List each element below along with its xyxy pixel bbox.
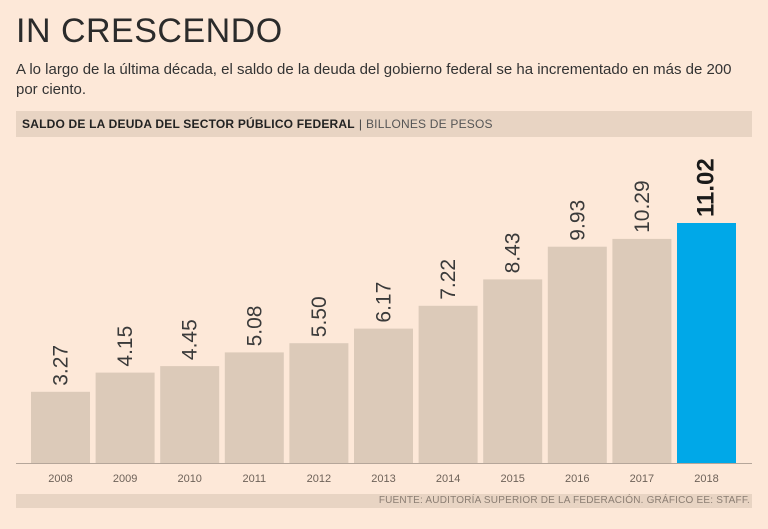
data-label-2015: 8.43 — [502, 233, 525, 274]
category-label-2018: 2018 — [694, 473, 718, 485]
category-label-2010: 2010 — [177, 473, 201, 485]
data-label-2009: 4.15 — [114, 326, 137, 367]
category-label-2008: 2008 — [48, 473, 72, 485]
category-label-2013: 2013 — [371, 473, 395, 485]
bar-2013 — [354, 328, 413, 463]
bar-2008 — [31, 391, 90, 463]
category-label-2011: 2011 — [242, 473, 266, 485]
bar-2010 — [160, 366, 220, 463]
data-label-2012: 5.50 — [308, 296, 331, 337]
data-label-2011: 5.08 — [243, 306, 266, 347]
data-label-2018: 11.02 — [693, 158, 720, 217]
category-label-2009: 2009 — [113, 473, 137, 485]
chart-unit: BILLONES DE PESOS — [365, 117, 493, 131]
data-label-2010: 4.45 — [179, 319, 202, 360]
bar-2012 — [289, 343, 349, 463]
data-label-2013: 6.17 — [373, 282, 396, 323]
bar-2017 — [612, 238, 672, 463]
data-label-2016: 9.93 — [566, 200, 589, 241]
bar-2016 — [547, 246, 607, 463]
category-label-2017: 2017 — [630, 473, 654, 485]
category-label-2016: 2016 — [565, 473, 589, 485]
data-label-2014: 7.22 — [437, 259, 460, 300]
footer-strip — [16, 494, 752, 508]
chart-heading-strip: SALDO DE LA DEUDA DEL SECTOR PÚBLICO FED… — [16, 111, 752, 137]
data-label-2008: 3.27 — [50, 345, 73, 386]
category-label-2014: 2014 — [436, 473, 460, 485]
bar-2018 — [677, 223, 736, 463]
bar-2009 — [95, 372, 155, 463]
source-note: FUENTE: AUDITORÍA SUPERIOR DE LA FEDERAC… — [378, 495, 750, 506]
chart-heading: SALDO DE LA DEUDA DEL SECTOR PÚBLICO FED… — [22, 117, 355, 131]
bar-2014 — [418, 305, 478, 463]
category-label-2015: 2015 — [500, 473, 524, 485]
bar-2015 — [483, 279, 543, 463]
category-label-2012: 2012 — [307, 473, 331, 485]
data-label-2017: 10.29 — [631, 180, 654, 233]
page-subtitle: A lo largo de la última década, el saldo… — [16, 61, 732, 98]
chart-heading-separator: | — [358, 117, 362, 131]
bar-2011 — [224, 352, 284, 463]
page-title: IN CRESCENDO — [16, 12, 283, 50]
